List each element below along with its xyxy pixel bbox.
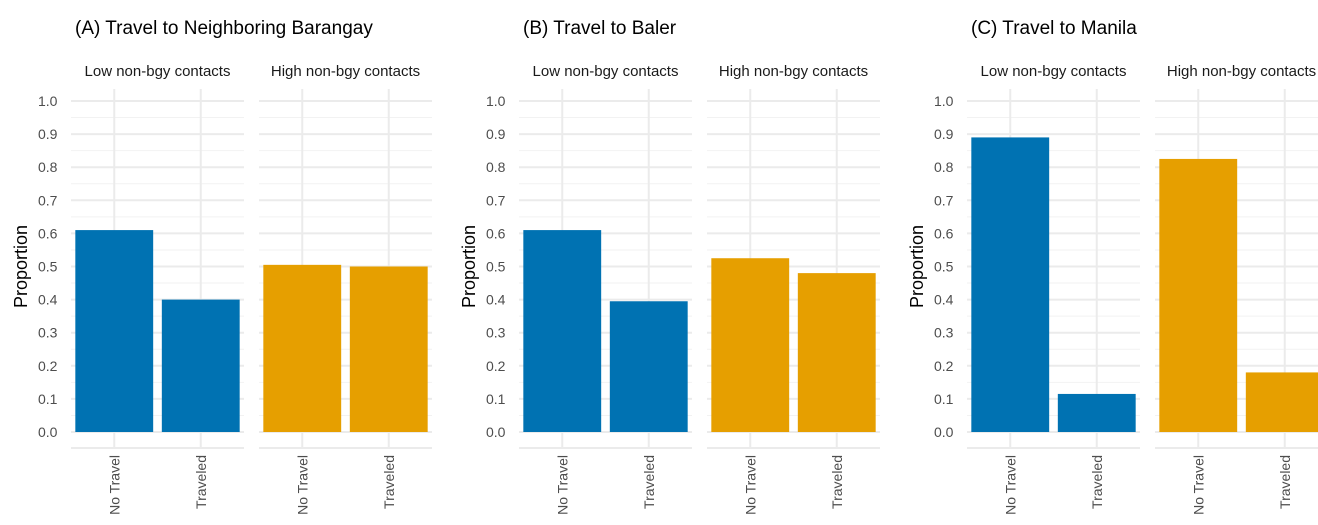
y-tick-label: 0.1 [486,391,506,407]
bar-traveled [349,266,428,432]
y-tick-label: 0.2 [38,358,58,374]
y-tick-label: 0.3 [38,325,58,341]
y-tick-label: 0.9 [934,126,954,142]
x-tick-label: No Travel [742,455,758,515]
x-tick-label: Traveled [193,455,209,509]
y-tick-label: 0.8 [486,159,506,175]
facet-1: High non-bgy contacts No Travel Traveled [1155,63,1318,515]
y-tick-label: 0.8 [38,159,58,175]
facet-strip-label: Low non-bgy contacts [85,63,231,80]
bar-traveled [161,299,240,432]
y-tick-label: 0.4 [934,292,954,308]
y-tick-label: 0.2 [486,358,506,374]
x-tick-label: No Travel [1002,455,1018,515]
y-tick-label: 0.1 [38,391,58,407]
panel-title: (B) Travel to Baler [523,18,677,39]
facet-1: High non-bgy contacts No Travel Traveled [259,63,432,515]
y-tick-label: 0.8 [934,159,954,175]
y-tick-label: 0.1 [934,391,954,407]
facet-strip-label: High non-bgy contacts [1167,63,1316,80]
y-axis-label: Proportion [907,225,927,308]
chart-panel-2: (C) Travel to Manila Proportion 0.0 0.1 0.2 0… [907,18,1318,515]
facet-1: High non-bgy contacts No Travel Traveled [707,63,880,515]
facet-strip-label: Low non-bgy contacts [981,63,1127,80]
y-tick-label: 0.4 [486,292,506,308]
x-tick-label: No Travel [106,455,122,515]
y-tick-label: 1.0 [934,93,954,109]
y-tick-label: 0.4 [38,292,58,308]
y-tick-label: 0.3 [934,325,954,341]
y-tick-label: 0.5 [486,259,506,275]
bar-no-travel [523,230,602,432]
x-tick-label: Traveled [1089,455,1105,509]
bar-traveled [1057,393,1136,432]
x-tick-label: Traveled [381,455,397,509]
y-tick-label: 1.0 [486,93,506,109]
x-tick-label: Traveled [829,455,845,509]
bar-no-travel [75,230,154,432]
bar-no-travel [971,137,1050,432]
bar-traveled [1245,372,1318,432]
y-tick-label: 0.5 [934,259,954,275]
panel-title: (A) Travel to Neighboring Barangay [75,18,373,39]
facet-0: Low non-bgy contacts No Travel Traveled [71,63,244,515]
y-tick-label: 0.9 [38,126,58,142]
bar-no-travel [711,258,790,432]
chart-panel-0: (A) Travel to Neighboring Barangay Propor… [11,18,432,515]
bar-no-travel [263,264,342,432]
bar-traveled [609,301,688,432]
y-tick-label: 0.7 [934,192,954,208]
bar-traveled [797,273,876,432]
facet-0: Low non-bgy contacts No Travel Traveled [519,63,692,515]
y-tick-label: 0.0 [38,424,58,440]
y-tick-label: 0.7 [486,192,506,208]
y-tick-label: 0.0 [486,424,506,440]
y-tick-label: 1.0 [38,93,58,109]
y-axis-label: Proportion [459,225,479,308]
y-tick-label: 0.6 [486,225,506,241]
y-tick-label: 0.3 [486,325,506,341]
y-tick-label: 0.9 [486,126,506,142]
x-tick-label: Traveled [1277,455,1293,509]
facet-strip-label: High non-bgy contacts [719,63,868,80]
y-axis-label: Proportion [11,225,31,308]
bar-no-travel [1159,158,1238,433]
x-tick-label: No Travel [1190,455,1206,515]
facet-0: Low non-bgy contacts No Travel Traveled [967,63,1140,515]
facet-strip-label: Low non-bgy contacts [533,63,679,80]
y-tick-label: 0.2 [934,358,954,374]
x-tick-label: Traveled [641,455,657,509]
y-tick-label: 0.5 [38,259,58,275]
y-tick-label: 0.7 [38,192,58,208]
y-tick-label: 0.6 [934,225,954,241]
panel-title: (C) Travel to Manila [971,18,1137,39]
chart-panel-1: (B) Travel to Baler Proportion 0.0 0.1 0.2 0.… [459,18,880,515]
x-tick-label: No Travel [294,455,310,515]
y-tick-label: 0.0 [934,424,954,440]
x-tick-label: No Travel [554,455,570,515]
facet-strip-label: High non-bgy contacts [271,63,420,80]
y-tick-label: 0.6 [38,225,58,241]
